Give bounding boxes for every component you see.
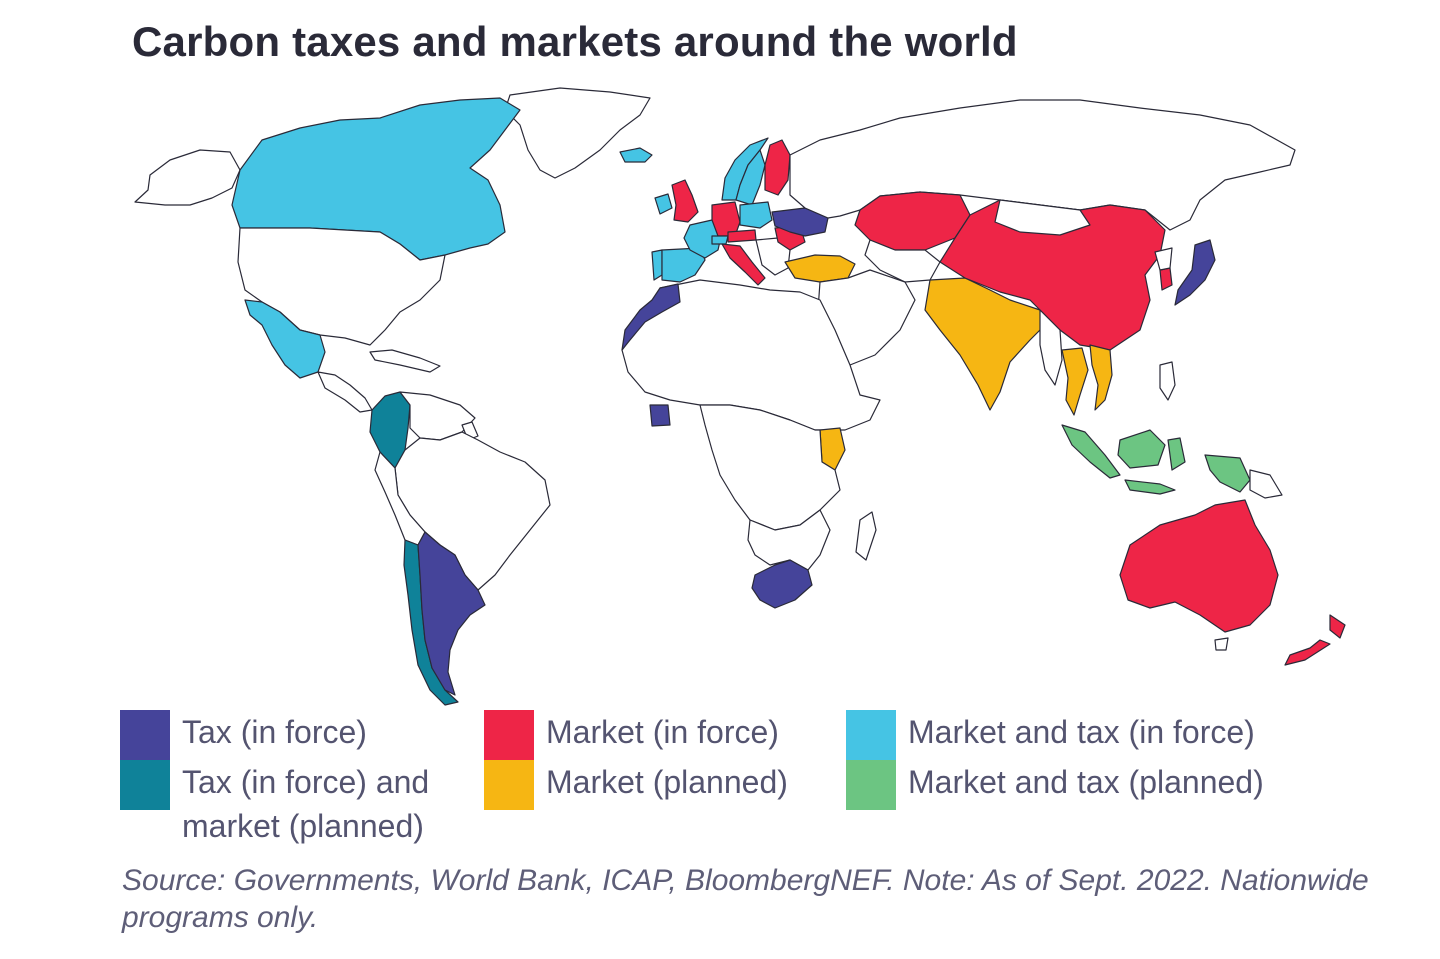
region-south-africa <box>751 559 813 609</box>
legend-item-market-and-tax-in-force: Market and tax (in force) <box>846 710 1255 760</box>
region-philippines <box>1159 361 1176 401</box>
region-india <box>924 277 1051 411</box>
legend-label: Market and tax (in force) <box>908 714 1255 750</box>
region-poland <box>739 201 773 229</box>
legend-item-tax-in-force-market-planned: Tax (in force) and market (planned) <box>120 760 480 848</box>
region-cote-divoire <box>649 404 671 427</box>
region-indonesia <box>1061 424 1251 495</box>
region-italy <box>721 243 766 286</box>
region-finland <box>764 139 791 196</box>
region-mongolia <box>994 199 1091 236</box>
region-portugal <box>651 249 663 281</box>
legend-swatch <box>484 710 534 760</box>
region-myanmar <box>1039 309 1063 386</box>
region-switzerland <box>711 235 729 245</box>
world-map-svg <box>134 87 1346 706</box>
region-sweden <box>735 149 766 206</box>
region-southern-africa <box>747 509 831 571</box>
legend-swatch <box>120 760 170 810</box>
legend-item-market-planned: Market (planned) <box>484 760 788 810</box>
region-argentina <box>417 531 486 696</box>
region-vietnam <box>1089 344 1113 411</box>
region-central-america <box>317 371 373 413</box>
region-ireland <box>654 193 673 215</box>
region-tasmania <box>1214 637 1229 651</box>
region-iceland <box>619 147 653 163</box>
region-greenland <box>504 87 651 179</box>
legend-swatch <box>846 710 896 760</box>
world-map <box>0 70 1440 710</box>
region-japan <box>1174 239 1216 306</box>
map-legend: Tax (in force) Tax (in force) and market… <box>120 708 1360 848</box>
region-colombia <box>369 391 411 469</box>
region-australia <box>1119 499 1279 633</box>
region-central-africa <box>699 404 841 531</box>
region-new-zealand <box>1284 614 1346 666</box>
legend-swatch <box>846 760 896 810</box>
region-caribbean <box>369 349 441 373</box>
legend-label: Tax (in force) <box>182 714 367 750</box>
region-south-korea <box>1159 267 1173 291</box>
region-madagascar <box>855 511 877 561</box>
region-png <box>1249 469 1283 499</box>
legend-label: Market (in force) <box>546 714 779 750</box>
region-morocco <box>621 283 681 351</box>
legend-item-market-in-force: Market (in force) <box>484 710 779 760</box>
legend-label: Market (planned) <box>546 764 788 800</box>
source-note: Source: Governments, World Bank, ICAP, B… <box>122 864 1369 934</box>
legend-item-market-and-tax-planned: Market and tax (planned) <box>846 760 1264 810</box>
legend-item-tax-in-force: Tax (in force) <box>120 710 367 760</box>
region-uk <box>671 179 699 223</box>
region-austria <box>727 229 757 243</box>
region-turkey <box>784 254 856 283</box>
chart-title: Carbon taxes and markets around the worl… <box>132 18 1018 65</box>
legend-swatch <box>484 760 534 810</box>
legend-swatch <box>120 710 170 760</box>
region-russia <box>789 99 1296 231</box>
region-thailand <box>1061 347 1089 416</box>
region-north-korea <box>1154 247 1173 271</box>
region-alaska <box>134 149 241 206</box>
legend-label: Tax (in force) and market (planned) <box>182 764 430 844</box>
legend-label: Market and tax (planned) <box>908 764 1264 800</box>
